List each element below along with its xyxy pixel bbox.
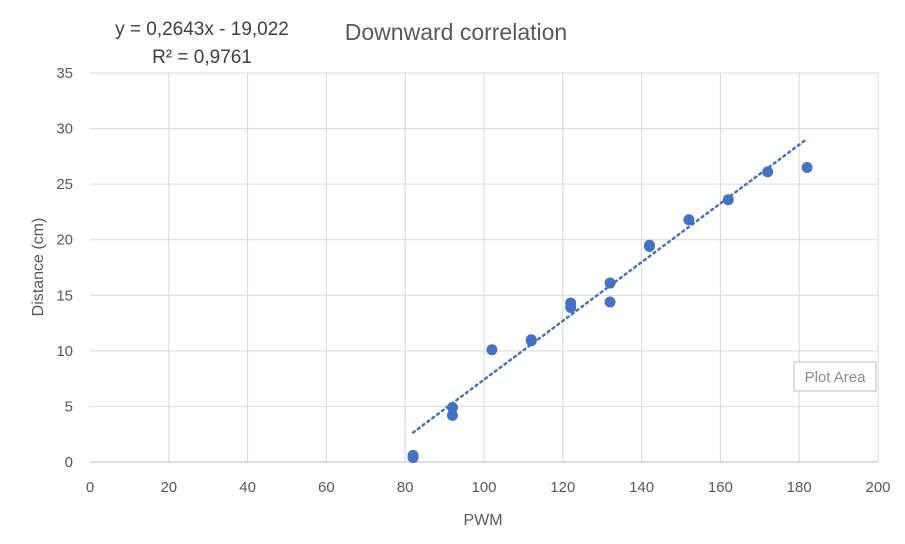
y-axis-ticks: 0 5 10 15 20 25 30 35 bbox=[56, 65, 73, 471]
y-tick-label: 10 bbox=[56, 343, 73, 360]
data-point bbox=[801, 161, 813, 173]
x-tick-label: 180 bbox=[787, 479, 812, 496]
y-tick-label: 20 bbox=[56, 232, 73, 249]
x-tick-label: 80 bbox=[397, 479, 414, 496]
x-tick-label: 40 bbox=[239, 479, 256, 496]
data-point bbox=[407, 452, 419, 464]
y-tick-label: 15 bbox=[56, 287, 73, 304]
gridlines bbox=[90, 72, 879, 462]
x-tick-label: 160 bbox=[708, 479, 733, 496]
x-tick-label: 140 bbox=[629, 479, 654, 496]
tooltip-label: Plot Area bbox=[805, 369, 867, 386]
y-tick-label: 35 bbox=[56, 65, 73, 82]
y-tick-label: 0 bbox=[65, 454, 73, 471]
data-point bbox=[643, 240, 655, 252]
x-tick-label: 60 bbox=[318, 479, 335, 496]
x-axis-label: PWM bbox=[463, 512, 502, 529]
tooltip-box bbox=[793, 361, 877, 392]
trendline-r2: R² = 0,9761 bbox=[152, 47, 252, 68]
plot-area-tooltip: Plot Area bbox=[793, 361, 877, 392]
x-tick-label: 120 bbox=[550, 479, 575, 496]
data-point bbox=[565, 302, 577, 314]
y-tick-label: 25 bbox=[56, 176, 73, 193]
y-tick-label: 5 bbox=[65, 398, 73, 415]
x-tick-label: 20 bbox=[160, 479, 177, 496]
data-point bbox=[446, 402, 458, 414]
x-axis-ticks: 0 20 40 60 80 100 120 140 160 180 200 bbox=[86, 479, 891, 496]
y-tick-label: 30 bbox=[56, 121, 73, 138]
x-tick-label: 0 bbox=[86, 479, 94, 496]
y-axis-label: Distance (cm) bbox=[30, 218, 47, 317]
data-point bbox=[722, 194, 734, 206]
data-point bbox=[604, 296, 616, 308]
trendline-equation: y = 0,2643x - 19,022 bbox=[115, 19, 289, 40]
x-tick-label: 100 bbox=[471, 479, 496, 496]
data-point bbox=[762, 166, 774, 178]
data-point bbox=[525, 334, 537, 346]
data-points bbox=[407, 161, 813, 464]
data-point bbox=[486, 344, 498, 356]
data-point bbox=[604, 277, 616, 289]
x-tick-label: 200 bbox=[865, 479, 890, 496]
data-point bbox=[683, 214, 695, 226]
chart-title: Downward correlation bbox=[345, 19, 567, 45]
data-point bbox=[446, 409, 458, 421]
